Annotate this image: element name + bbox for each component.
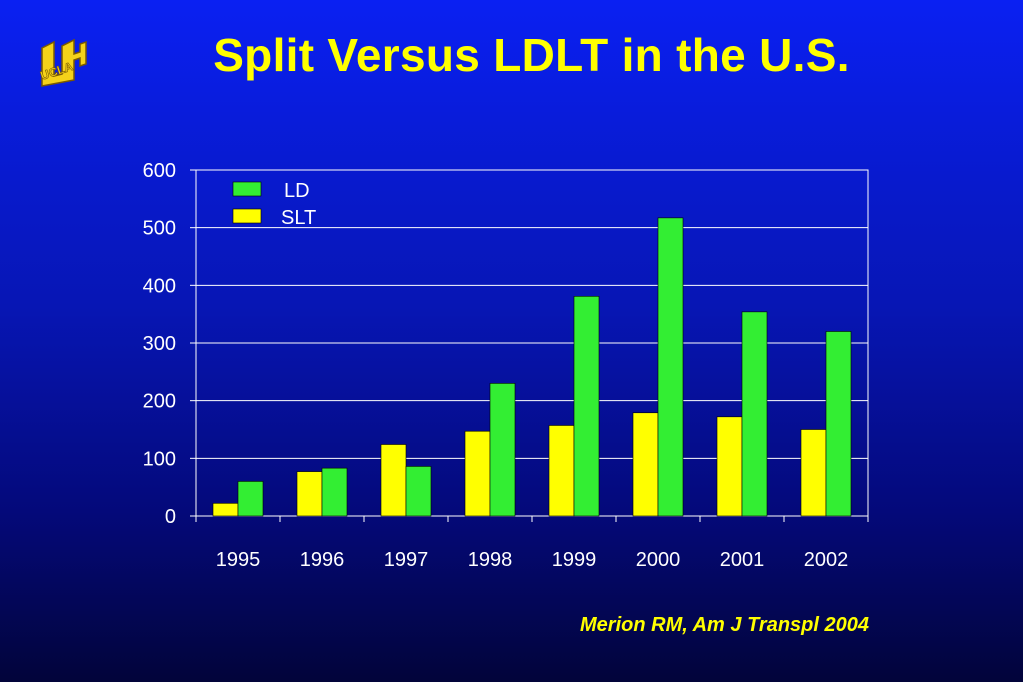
y-tick-label: 200 (143, 391, 176, 413)
bar-ld (741, 311, 768, 517)
bar-slt (800, 429, 827, 517)
bar-ld (321, 467, 348, 517)
x-tick-label: 2002 (804, 549, 849, 571)
x-tick-label: 1999 (552, 549, 597, 571)
y-tick-label: 500 (143, 218, 176, 240)
x-tick-label: 1996 (300, 549, 345, 571)
legend-label-slt: SLT (281, 207, 316, 229)
bar-slt (632, 412, 659, 517)
bar-ld (489, 383, 516, 517)
bar-ld (657, 217, 684, 517)
legend-swatch-slt (232, 208, 262, 224)
legend-swatch-ld (232, 181, 262, 197)
bar-slt (380, 444, 407, 517)
slide-title: Split Versus LDLT in the U.S. (213, 29, 850, 81)
x-tick-label: 2000 (636, 549, 681, 571)
bar-ld (825, 331, 852, 517)
bar-slt (716, 416, 743, 517)
bar-slt (548, 425, 575, 517)
y-tick-label: 400 (143, 275, 176, 297)
bar-ld (405, 466, 432, 517)
x-tick-label: 2001 (720, 549, 765, 571)
bar-ld (237, 481, 264, 517)
y-tick-label: 300 (143, 333, 176, 355)
x-tick-label: 1998 (468, 549, 513, 571)
x-tick-label: 1995 (216, 549, 261, 571)
x-tick-label: 1997 (384, 549, 429, 571)
ucla-logo-icon: UCLA (36, 36, 90, 92)
legend-label-ld: LD (284, 180, 310, 202)
y-tick-label: 0 (165, 506, 176, 528)
bar-slt (464, 430, 491, 517)
bar-slt (296, 471, 323, 517)
bar-ld (573, 295, 600, 517)
bar-slt (212, 503, 239, 517)
y-tick-label: 100 (143, 448, 176, 470)
y-tick-label: 600 (143, 160, 176, 182)
citation: Merion RM, Am J Transpl 2004 (580, 614, 869, 636)
